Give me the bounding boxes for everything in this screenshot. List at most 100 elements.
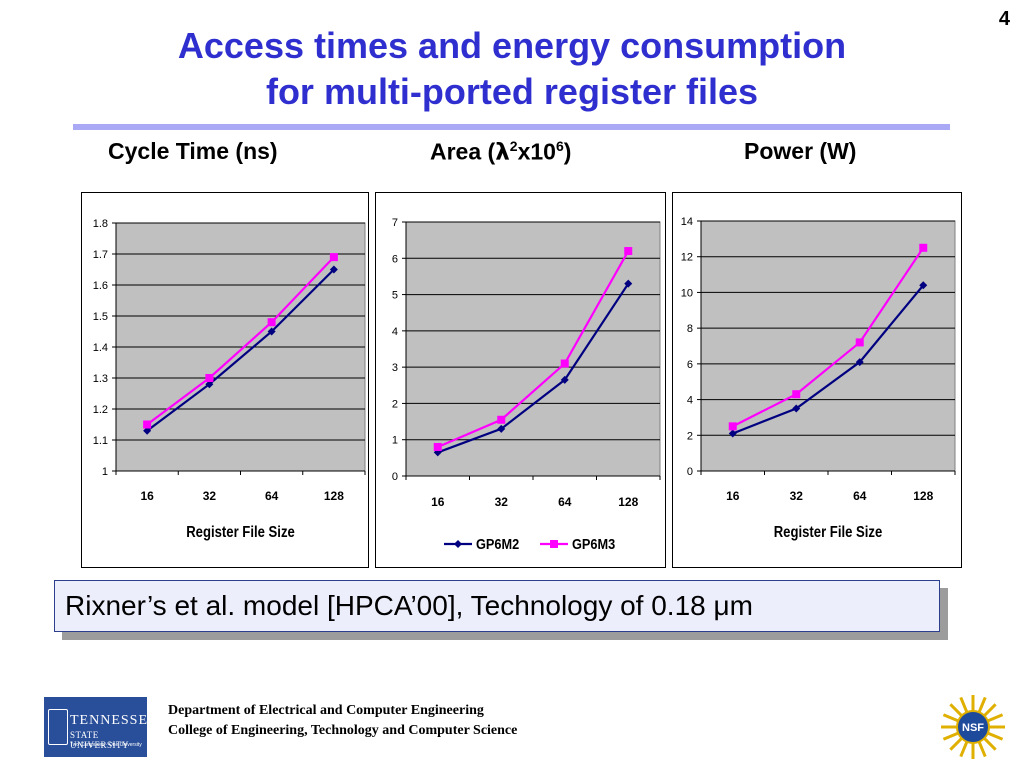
y-tick-label: 5 — [392, 290, 398, 302]
lambda-symbol: λ — [495, 139, 510, 166]
heading-area-exp1: 2 — [509, 138, 518, 154]
data-point-gp6m3 — [728, 422, 737, 431]
nsf-rays-icon — [941, 695, 1005, 759]
x-tick-label: 64 — [265, 489, 279, 503]
nsf-globe-icon — [956, 710, 990, 744]
legend-label: GP6M3 — [572, 535, 615, 552]
nsf-ray — [987, 731, 1004, 741]
legend-label: GP6M2 — [476, 535, 519, 552]
data-point-gp6m2 — [143, 426, 152, 435]
series-line-gp6m3 — [146, 256, 335, 426]
x-tick-label: 64 — [853, 489, 867, 503]
tsu-logo-line1: TENNESSEE — [70, 713, 158, 728]
nsf-ray — [942, 731, 959, 741]
y-tick-label: 4 — [392, 326, 398, 338]
y-tick-label: 7 — [392, 217, 398, 229]
data-point-gp6m2 — [497, 424, 506, 433]
footer-college: College of Engineering, Technology and C… — [168, 723, 518, 738]
y-tick-label: 1 — [102, 466, 108, 478]
heading-area: Area (λ2x106) — [430, 138, 571, 166]
plot-area — [405, 221, 661, 477]
data-point-gp6m3 — [855, 338, 864, 347]
y-tick-label: 1.6 — [93, 280, 108, 292]
y-tick-label: 1.7 — [93, 249, 108, 261]
model-note-box: Rixner’s et al. model [HPCA’00], Technol… — [54, 580, 940, 632]
x-tick-label: 128 — [913, 489, 933, 503]
y-tick-label: 4 — [687, 395, 693, 407]
series-line-gp6m3 — [732, 247, 925, 428]
y-tick-label: 10 — [681, 287, 693, 299]
nsf-ray — [983, 703, 997, 717]
nsf-ray — [977, 696, 987, 713]
legend-marker — [454, 540, 462, 548]
heading-area-exp2: 6 — [555, 138, 564, 154]
data-point-gp6m2 — [919, 281, 928, 290]
data-point-gp6m3 — [433, 442, 442, 451]
x-tick-label: 128 — [618, 495, 638, 509]
series-line-gp6m2 — [437, 283, 630, 454]
y-tick-label: 1.1 — [93, 435, 108, 447]
data-point-gp6m3 — [329, 253, 338, 262]
data-point-gp6m3 — [624, 247, 633, 256]
x-tick-label: 16 — [431, 495, 445, 509]
nsf-ray — [959, 741, 969, 758]
data-point-gp6m3 — [205, 374, 214, 382]
nsf-logo-text: NSF — [962, 722, 984, 734]
y-tick-label: 1.8 — [93, 218, 108, 230]
x-tick-label: 32 — [790, 489, 804, 503]
data-point-gp6m2 — [792, 404, 801, 413]
heading-cycle-time: Cycle Time (ns) — [108, 138, 278, 164]
x-tick-label: 16 — [140, 489, 154, 503]
y-tick-label: 8 — [687, 323, 693, 335]
heading-area-mid: x10 — [517, 138, 556, 165]
slide-title-line1: Access times and energy consumption — [177, 25, 847, 66]
nsf-ray — [949, 737, 963, 751]
data-point-gp6m3 — [560, 359, 569, 368]
y-tick-label: 1 — [392, 435, 398, 447]
y-tick-label: 0 — [687, 466, 693, 478]
data-point-gp6m2 — [267, 327, 276, 336]
heading-power: Power (W) — [744, 138, 857, 164]
footer-department: Department of Electrical and Computer En… — [168, 703, 484, 718]
data-point-gp6m3 — [497, 415, 506, 424]
x-axis-label: Register File Size — [186, 524, 295, 541]
data-point-gp6m2 — [728, 429, 737, 438]
nsf-ray — [977, 741, 987, 758]
heading-area-prefix: Area ( — [430, 138, 496, 165]
data-point-gp6m3 — [792, 390, 801, 399]
model-note-text: Rixner’s et al. model [HPCA’00], Technol… — [65, 590, 753, 621]
y-tick-label: 1.3 — [93, 373, 108, 385]
nsf-ray — [949, 703, 963, 717]
y-tick-label: 2 — [392, 398, 398, 410]
chart-power: 0 2 4 6 8 10 12 14 16 32 64 128 Register File Size — [672, 192, 962, 568]
data-point-gp6m2 — [329, 265, 338, 274]
x-tick-label: 32 — [203, 489, 217, 503]
slide-number: 4 — [998, 8, 1010, 30]
data-point-gp6m3 — [143, 420, 152, 429]
series-line-gp6m2 — [146, 268, 335, 432]
heading-area-suffix: ) — [563, 138, 572, 165]
x-tick-label: 32 — [495, 495, 509, 509]
data-point-gp6m3 — [919, 243, 928, 252]
y-tick-label: 12 — [681, 252, 693, 264]
chart-area: 0 1 2 3 4 5 6 7 16 32 64 128 GP6M2 GP6M3 — [375, 192, 666, 568]
chart-cycle-time-svg: 1 1.1 1.2 1.3 1.4 1.5 1.6 1.7 1.8 16 32 64 128 Regist… — [93, 218, 366, 541]
y-tick-label: 6 — [392, 253, 398, 265]
chart-area-svg: 0 1 2 3 4 5 6 7 16 32 64 128 GP6M2 GP6M3 — [392, 217, 661, 552]
legend-marker — [550, 540, 558, 548]
series-line-gp6m3 — [437, 250, 630, 448]
series-line-gp6m2 — [732, 284, 925, 435]
y-tick-label: 6 — [687, 359, 693, 371]
y-tick-label: 1.5 — [93, 311, 108, 323]
nsf-logo: NSF — [941, 695, 1005, 759]
y-tick-label: 3 — [392, 362, 398, 374]
tsu-seal-icon — [48, 709, 68, 745]
y-tick-label: 1.4 — [93, 342, 108, 354]
data-point-gp6m3 — [267, 318, 276, 327]
nsf-ray — [942, 713, 959, 723]
x-tick-label: 128 — [324, 489, 344, 503]
data-point-gp6m2 — [560, 375, 569, 384]
tsu-logo-line2: STATE UNIVERSITY — [70, 730, 129, 750]
y-tick-label: 2 — [687, 430, 693, 442]
y-tick-label: 1.2 — [93, 404, 108, 416]
